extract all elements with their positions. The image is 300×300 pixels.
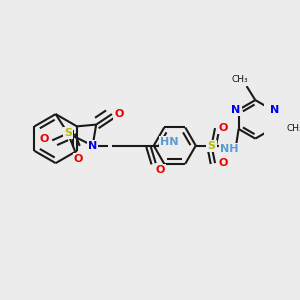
Text: N: N — [88, 141, 97, 151]
Text: CH₃: CH₃ — [286, 124, 300, 134]
Text: O: O — [218, 123, 228, 133]
Text: O: O — [218, 158, 228, 168]
Text: CH₃: CH₃ — [231, 76, 248, 85]
Text: N: N — [270, 105, 279, 115]
Text: O: O — [155, 165, 165, 175]
Text: O: O — [40, 134, 49, 144]
Text: O: O — [74, 154, 83, 164]
Text: S: S — [208, 141, 215, 151]
Text: S: S — [64, 128, 72, 138]
Text: N: N — [231, 105, 241, 115]
Text: NH: NH — [220, 144, 238, 154]
Text: HN: HN — [160, 137, 179, 147]
Text: O: O — [114, 109, 124, 119]
